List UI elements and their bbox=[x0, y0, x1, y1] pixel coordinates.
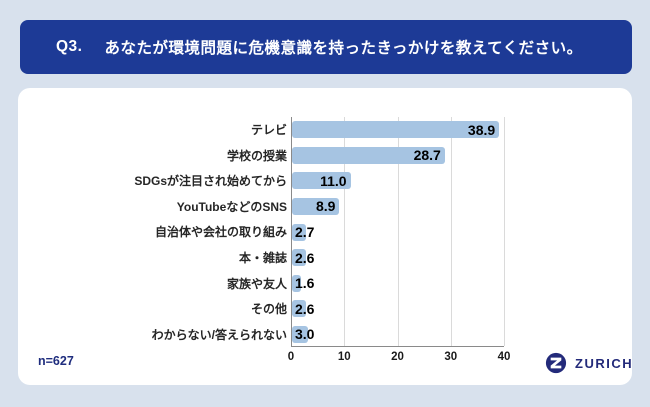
category-label: 本・雑誌 bbox=[238, 251, 287, 266]
bar-value-label: 8.9 bbox=[315, 198, 336, 215]
bar-value-label: 11.0 bbox=[320, 172, 347, 189]
bar-row: 11.0 bbox=[292, 172, 505, 190]
bar bbox=[292, 172, 351, 190]
bar-value-label: 28.7 bbox=[413, 147, 441, 164]
gridline bbox=[450, 117, 452, 346]
sample-size-label: n=627 bbox=[38, 354, 74, 368]
bar bbox=[292, 274, 301, 292]
x-tick-label: 20 bbox=[391, 351, 404, 363]
bar-row: 2.6 bbox=[292, 249, 505, 267]
bar-value-label: 2.6 bbox=[295, 249, 315, 266]
bar-row: 38.9 bbox=[292, 121, 505, 139]
bar-row: 2.7 bbox=[292, 223, 505, 241]
zurich-z-icon bbox=[545, 352, 567, 374]
category-label: SDGsが注目され始めてから bbox=[134, 174, 287, 189]
bar-value-label: 38.9 bbox=[467, 121, 496, 138]
bar bbox=[292, 197, 340, 215]
x-tick-label: 0 bbox=[287, 351, 295, 363]
bar bbox=[292, 223, 307, 241]
category-label: テレビ bbox=[250, 123, 287, 138]
bar-row: 8.9 bbox=[292, 197, 505, 215]
bar-value-label: 2.7 bbox=[295, 224, 315, 240]
question-header: Q3. あなたが環境問題に危機意識を持ったきっかけを教えてください。 bbox=[20, 20, 632, 74]
question-title: あなたが環境問題に危機意識を持ったきっかけを教えてください。 bbox=[104, 40, 583, 57]
bar bbox=[292, 325, 308, 343]
category-label: その他 bbox=[250, 302, 287, 317]
bar-row: 3.0 bbox=[292, 325, 505, 343]
bar-row: 2.6 bbox=[292, 300, 505, 318]
question-number: Q3. bbox=[56, 38, 83, 55]
bar-chart-plot-area: 38.9 28.7 11.0 8.9 2.7 2.6 1.6 2.6 3.0 bbox=[291, 117, 505, 347]
bar-value-label: 2.6 bbox=[295, 300, 315, 317]
gridline bbox=[504, 117, 505, 346]
brand-name: ZURICH bbox=[575, 355, 634, 371]
category-label: 家族や友人 bbox=[226, 276, 287, 291]
x-tick-label: 30 bbox=[444, 351, 458, 363]
chart-card: テレビ学校の授業 SDGsが注目され始めてから YouTubeなどのSNS 自治体や会… bbox=[18, 88, 632, 385]
category-label: わからない/答えられない bbox=[151, 327, 287, 342]
category-label: 学校の授業 bbox=[226, 148, 287, 163]
bar bbox=[292, 121, 500, 139]
category-label: 自治体や会社の取り組み bbox=[154, 225, 287, 240]
x-tick-label: 40 bbox=[497, 351, 511, 363]
bar bbox=[292, 300, 306, 318]
x-tick-label: 10 bbox=[337, 351, 351, 363]
bar bbox=[292, 249, 306, 267]
gridline bbox=[344, 117, 346, 346]
bar-value-label: 1.6 bbox=[295, 275, 315, 292]
bar-value-label: 3.0 bbox=[295, 326, 315, 343]
bar-row: 28.7 bbox=[292, 146, 505, 164]
gridline bbox=[397, 117, 399, 346]
bar-row: 1.6 bbox=[292, 274, 505, 292]
bar bbox=[292, 146, 445, 164]
category-label: YouTubeなどのSNS bbox=[176, 199, 287, 214]
brand-logo: ZURICH bbox=[545, 352, 633, 374]
